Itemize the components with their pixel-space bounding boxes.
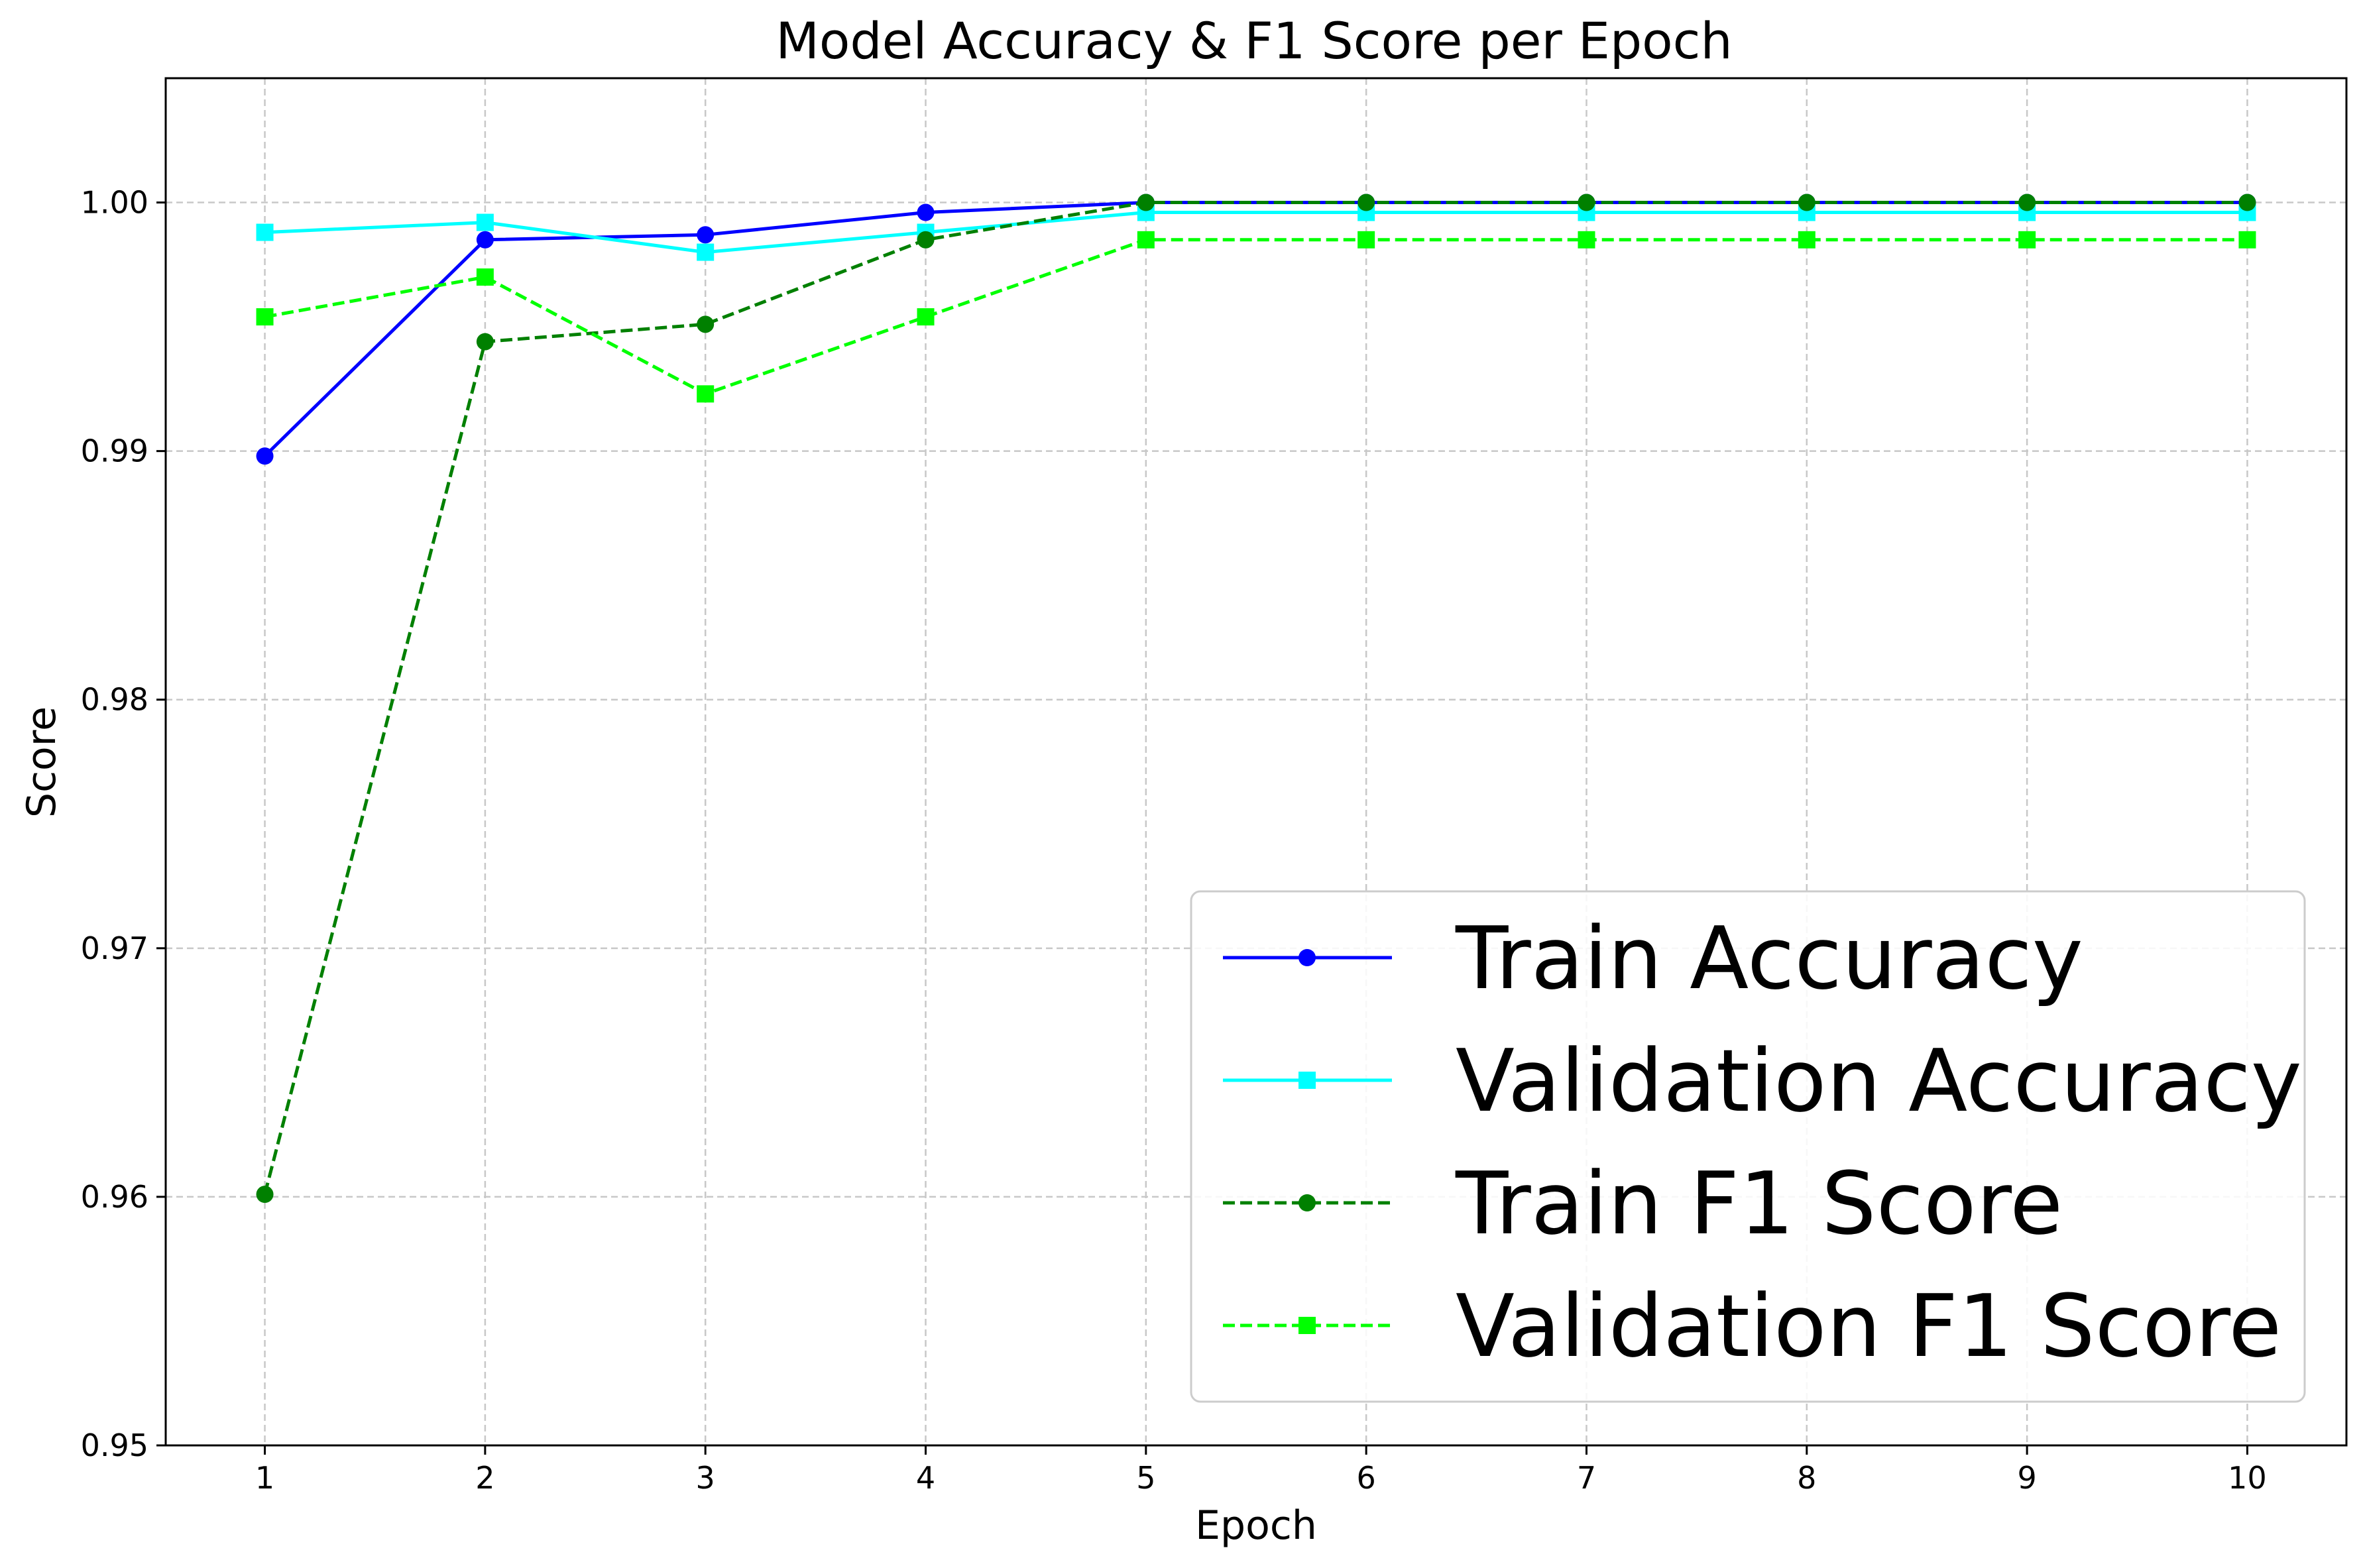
train-f1-score-line [263, 201, 2248, 1195]
train-accuracy-legend-marker [1298, 949, 1316, 966]
validation-accuracy-point [697, 243, 715, 261]
validation-accuracy-legend-marker [1298, 1072, 1316, 1089]
validation-f1-score-legend-marker [1298, 1317, 1316, 1334]
train-accuracy-point [917, 203, 935, 221]
train-f1-score-point [2238, 194, 2256, 211]
validation-accuracy-point [476, 213, 494, 231]
train-accuracy-point [697, 226, 715, 244]
validation-accuracy-line [264, 211, 2248, 254]
train-f1-score-point [2018, 194, 2036, 211]
y-tick-label: 0.99 [81, 433, 148, 469]
x-tick-label: 9 [2017, 1460, 2036, 1496]
y-tick-label: 0.96 [81, 1179, 148, 1215]
y-tick-label: 1.00 [81, 185, 148, 221]
train-f1-score-point [1357, 194, 1375, 211]
x-tick-label: 4 [916, 1460, 935, 1496]
x-tick-label: 3 [696, 1460, 715, 1496]
x-tick-label: 2 [475, 1460, 494, 1496]
validation-f1-score-line [264, 238, 2248, 396]
x-tick-label: 7 [1577, 1460, 1596, 1496]
train-accuracy-point [256, 447, 274, 465]
x-tick-label: 6 [1357, 1460, 1376, 1496]
legend-box [1190, 890, 2306, 1403]
validation-f1-score-point [2238, 231, 2256, 249]
train-f1-score-legend-marker [1298, 1194, 1316, 1211]
x-tick-label: 1 [255, 1460, 274, 1496]
chart-title: Model Accuracy & F1 Score per Epoch [776, 11, 1732, 70]
plot-frame [164, 77, 2348, 1447]
train-f1-score-point [256, 1186, 274, 1204]
train-f1-score-point [476, 333, 494, 351]
x-tick-label: 5 [1136, 1460, 1155, 1496]
validation-f1-score-point [917, 308, 935, 326]
validation-accuracy-point [256, 223, 274, 241]
validation-f1-score-point [476, 268, 494, 286]
validation-f1-score-point [1798, 231, 1815, 249]
validation-f1-score-legend-label: Validation F1 Score [1456, 1276, 2281, 1376]
train-f1-score-legend-label: Train F1 Score [1455, 1153, 2063, 1254]
x-tick-label: 10 [2228, 1460, 2267, 1496]
y-tick-label: 0.97 [81, 930, 148, 966]
validation-f1-score-point [1137, 231, 1155, 249]
validation-f1-score-point [697, 385, 715, 403]
x-tick-label: 8 [1797, 1460, 1816, 1496]
validation-f1-score-point [1357, 231, 1375, 249]
validation-f1-score-point [2018, 231, 2036, 249]
train-accuracy-point [476, 231, 494, 249]
x-axis-label: Epoch [1195, 1502, 1317, 1549]
series-layer [256, 194, 2256, 1204]
y-tick-label: 0.98 [81, 682, 148, 718]
legend: Train Accuracy Validation Accuracy Train F… [1190, 890, 2306, 1403]
train-f1-score-point [1137, 194, 1155, 211]
validation-accuracy-legend-label: Validation Accuracy [1456, 1031, 2302, 1131]
ticks: 1 2 3 4 5 6 7 8 9 10 0.95 0.96 0.97 0.98 0.99 1.00 [81, 185, 2267, 1496]
train-f1-score-point [917, 231, 935, 249]
train-f1-score-point [1798, 194, 1815, 211]
train-accuracy-legend-label: Train Accuracy [1455, 908, 2083, 1009]
train-f1-score-point [697, 315, 715, 333]
train-f1-score-point [1578, 194, 1595, 211]
validation-f1-score-point [256, 308, 274, 326]
validation-f1-score-point [1578, 231, 1595, 249]
y-tick-label: 0.95 [81, 1428, 148, 1463]
y-axis-label: Score [19, 706, 65, 818]
